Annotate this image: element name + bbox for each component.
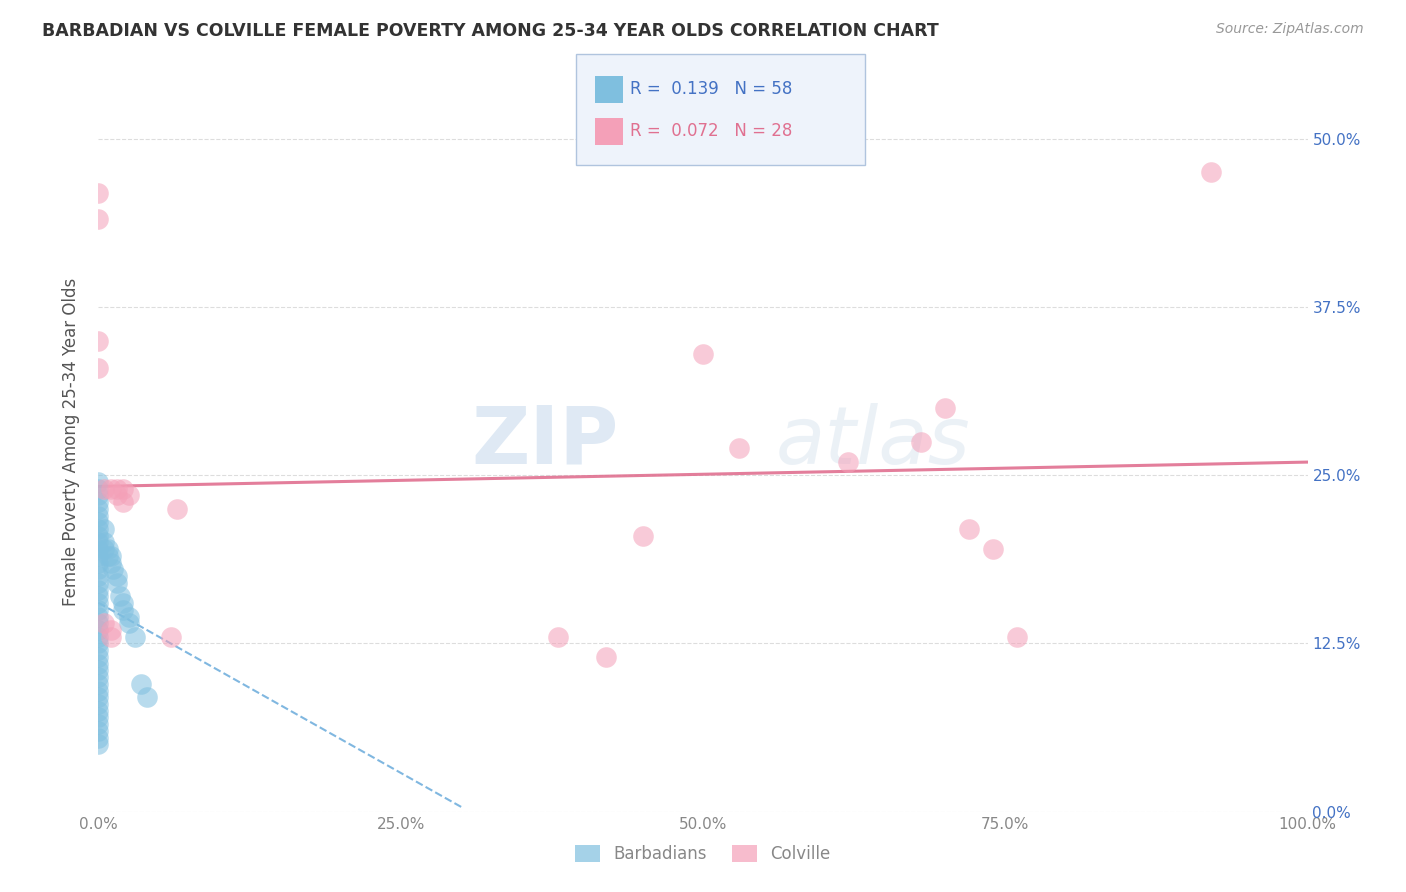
Point bbox=[93, 542, 115, 557]
Text: BARBADIAN VS COLVILLE FEMALE POVERTY AMONG 25-34 YEAR OLDS CORRELATION CHART: BARBADIAN VS COLVILLE FEMALE POVERTY AMO… bbox=[42, 22, 939, 40]
Point bbox=[101, 562, 124, 576]
Point bbox=[87, 508, 110, 523]
Point bbox=[105, 488, 128, 502]
Point bbox=[87, 482, 110, 496]
Point bbox=[87, 683, 110, 698]
Point bbox=[124, 630, 146, 644]
Point bbox=[87, 643, 110, 657]
Point bbox=[100, 482, 122, 496]
Point bbox=[129, 677, 152, 691]
Point bbox=[87, 731, 110, 745]
Point bbox=[160, 630, 183, 644]
Point bbox=[87, 717, 110, 731]
Point bbox=[93, 482, 115, 496]
Point bbox=[87, 569, 110, 583]
Point bbox=[118, 488, 141, 502]
Point bbox=[87, 710, 110, 724]
Point bbox=[87, 535, 110, 549]
Point bbox=[87, 186, 110, 200]
Point bbox=[118, 616, 141, 631]
Point bbox=[87, 495, 110, 509]
Point bbox=[87, 334, 110, 348]
Point bbox=[105, 575, 128, 590]
Point bbox=[87, 549, 110, 563]
Point bbox=[87, 556, 110, 570]
Point bbox=[87, 630, 110, 644]
Point bbox=[87, 516, 110, 530]
Text: R =  0.139   N = 58: R = 0.139 N = 58 bbox=[630, 80, 792, 98]
Point bbox=[87, 738, 110, 752]
Point bbox=[111, 495, 134, 509]
Point bbox=[87, 582, 110, 597]
Point bbox=[111, 482, 134, 496]
Point bbox=[1199, 165, 1222, 179]
Point bbox=[100, 549, 122, 563]
Y-axis label: Female Poverty Among 25-34 Year Olds: Female Poverty Among 25-34 Year Olds bbox=[62, 277, 80, 606]
Legend: Barbadians, Colville: Barbadians, Colville bbox=[568, 838, 838, 870]
Point bbox=[87, 596, 110, 610]
Point bbox=[135, 690, 157, 705]
Point bbox=[87, 690, 110, 705]
Point bbox=[547, 630, 569, 644]
Point bbox=[100, 630, 122, 644]
Point bbox=[87, 529, 110, 543]
Point bbox=[97, 549, 120, 563]
Point bbox=[934, 401, 956, 415]
Point bbox=[93, 616, 115, 631]
Text: Source: ZipAtlas.com: Source: ZipAtlas.com bbox=[1216, 22, 1364, 37]
Point bbox=[100, 623, 122, 637]
Point bbox=[87, 657, 110, 671]
Text: R =  0.072   N = 28: R = 0.072 N = 28 bbox=[630, 122, 792, 140]
Point bbox=[87, 616, 110, 631]
Point bbox=[595, 649, 617, 664]
Point bbox=[87, 522, 110, 536]
Point bbox=[166, 501, 188, 516]
Text: ZIP: ZIP bbox=[471, 402, 619, 481]
Point bbox=[87, 562, 110, 576]
Point bbox=[118, 609, 141, 624]
Point bbox=[692, 347, 714, 361]
Point bbox=[87, 475, 110, 489]
Point bbox=[631, 529, 654, 543]
Point bbox=[87, 704, 110, 718]
Point bbox=[87, 664, 110, 678]
Point bbox=[957, 522, 980, 536]
Point bbox=[87, 542, 110, 557]
Point bbox=[93, 522, 115, 536]
Point bbox=[87, 360, 110, 375]
Point bbox=[111, 603, 134, 617]
Point bbox=[910, 434, 932, 449]
Point bbox=[97, 542, 120, 557]
Point bbox=[108, 590, 131, 604]
Point bbox=[100, 556, 122, 570]
Point bbox=[728, 442, 751, 456]
Point bbox=[87, 501, 110, 516]
Point bbox=[87, 677, 110, 691]
Point bbox=[87, 603, 110, 617]
Point bbox=[93, 535, 115, 549]
Point bbox=[87, 575, 110, 590]
Point bbox=[105, 569, 128, 583]
Point bbox=[87, 649, 110, 664]
Point bbox=[87, 636, 110, 650]
Point bbox=[87, 670, 110, 684]
Point bbox=[87, 697, 110, 711]
Point bbox=[87, 590, 110, 604]
Point bbox=[837, 455, 859, 469]
Point bbox=[87, 723, 110, 738]
Point bbox=[87, 623, 110, 637]
Point bbox=[87, 609, 110, 624]
Point bbox=[87, 488, 110, 502]
Point bbox=[87, 212, 110, 227]
Point bbox=[111, 596, 134, 610]
Text: atlas: atlas bbox=[776, 402, 970, 481]
Point bbox=[981, 542, 1004, 557]
Point bbox=[1007, 630, 1029, 644]
Point bbox=[105, 482, 128, 496]
